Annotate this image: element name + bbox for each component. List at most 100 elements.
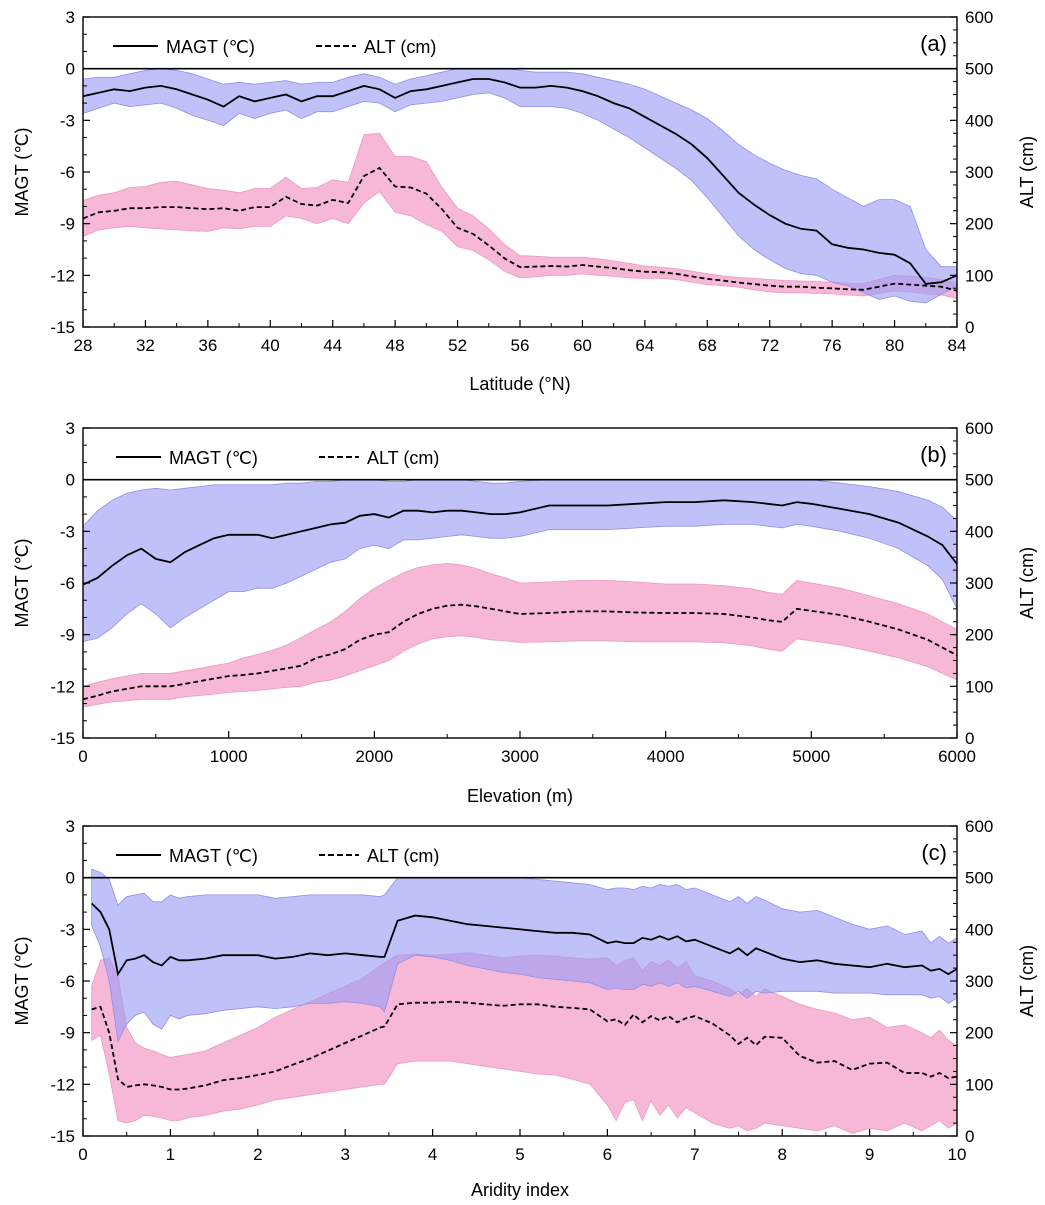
series-band-0 <box>83 479 957 643</box>
y2-tick-label: 500 <box>965 60 993 79</box>
legend-label-alt: ALT (cm) <box>364 37 436 57</box>
y-tick-label: -3 <box>60 920 75 939</box>
x-tick-label: 84 <box>948 336 967 355</box>
x-tick-label: 3000 <box>501 747 539 766</box>
legend-label-magt: MAGT (℃) <box>166 37 255 57</box>
y2-tick-label: 600 <box>965 817 993 836</box>
y2-tick-label: 600 <box>965 8 993 27</box>
x-tick-label: 72 <box>760 336 779 355</box>
chart-panel-0: 28 32 36 40 44 48 52 56 60 64 68 72 76 80 84 -15 -12 -9 -6… <box>12 8 1037 394</box>
x-tick-label: 28 <box>74 336 93 355</box>
y-tick-label: 0 <box>66 471 75 490</box>
legend-label-alt: ALT (cm) <box>367 846 439 866</box>
x-tick-label: 60 <box>573 336 592 355</box>
y2-tick-label: 400 <box>965 111 993 130</box>
y-tick-label: 0 <box>66 60 75 79</box>
y-tick-label: -12 <box>50 677 75 696</box>
plot-frame <box>82 16 958 328</box>
x-tick-label: 36 <box>198 336 217 355</box>
x-tick-label: 40 <box>261 336 280 355</box>
plot-area <box>83 67 957 304</box>
y2-tick-label: 200 <box>965 1024 993 1043</box>
series-line-0 <box>83 78 957 285</box>
series-line-1 <box>83 166 957 292</box>
y-tick-label: -9 <box>60 626 75 645</box>
y2-tick-label: 0 <box>965 318 974 337</box>
x-tick-label: 0 <box>78 1145 87 1164</box>
series-line-1 <box>91 1000 957 1091</box>
y-tick-label: -12 <box>50 266 75 285</box>
x-tick-label: 68 <box>698 336 717 355</box>
x-tick-label: 48 <box>386 336 405 355</box>
y-axis-title: MAGT (℃) <box>12 128 32 217</box>
y2-tick-label: 300 <box>965 574 993 593</box>
x-axis-title: Elevation (m) <box>467 786 573 806</box>
x-tick-label: 5 <box>515 1145 524 1164</box>
chart-panel-1: 0 1000 2000 3000 4000 5000 6000 -15 -12 -9 -6 -3 0 30… <box>12 419 1037 806</box>
x-axis-title: Aridity index <box>471 1180 569 1200</box>
panel-label: (a) <box>920 31 947 56</box>
x-tick-label: 9 <box>865 1145 874 1164</box>
y2-tick-label: 200 <box>965 626 993 645</box>
x-tick-label: 1000 <box>210 747 248 766</box>
x-tick-label: 56 <box>511 336 530 355</box>
x-tick-label: 2 <box>253 1145 262 1164</box>
y-tick-label: -6 <box>60 574 75 593</box>
y2-tick-label: 600 <box>965 419 993 438</box>
x-tick-label: 2000 <box>355 747 393 766</box>
x-tick-label: 10 <box>948 1145 967 1164</box>
plot-area <box>83 478 957 708</box>
y-tick-label: -15 <box>50 1127 75 1146</box>
y-tick-label: -6 <box>60 163 75 182</box>
x-tick-label: 8 <box>777 1145 786 1164</box>
y2-tick-label: 300 <box>965 972 993 991</box>
y-tick-label: -6 <box>60 972 75 991</box>
y-tick-label: 0 <box>66 869 75 888</box>
y2-axis-title: ALT (cm) <box>1017 945 1037 1017</box>
y-tick-label: -9 <box>60 215 75 234</box>
x-tick-label: 76 <box>823 336 842 355</box>
series-band-0 <box>91 868 957 1043</box>
x-tick-label: 5000 <box>792 747 830 766</box>
legend-label-magt: MAGT (℃) <box>169 448 258 468</box>
y-tick-label: -15 <box>50 729 75 748</box>
y-axis-title: MAGT (℃) <box>12 539 32 628</box>
y2-axis-title: ALT (cm) <box>1017 547 1037 619</box>
x-tick-label: 44 <box>323 336 342 355</box>
x-tick-label: 1 <box>166 1145 175 1164</box>
y2-tick-label: 100 <box>965 266 993 285</box>
x-tick-label: 80 <box>885 336 904 355</box>
y2-tick-label: 500 <box>965 869 993 888</box>
x-tick-label: 32 <box>136 336 155 355</box>
x-tick-label: 6 <box>603 1145 612 1164</box>
x-tick-label: 4000 <box>647 747 685 766</box>
y-axis-title: MAGT (℃) <box>12 937 32 1026</box>
x-tick-label: 6000 <box>938 747 976 766</box>
y2-tick-label: 200 <box>965 215 993 234</box>
y2-tick-label: 100 <box>965 1075 993 1094</box>
y-tick-label: -15 <box>50 318 75 337</box>
y-tick-label: -12 <box>50 1075 75 1094</box>
panel-label: (c) <box>921 840 947 865</box>
x-axis-title: Latitude (°N) <box>469 374 570 394</box>
x-tick-label: 3 <box>340 1145 349 1164</box>
legend-label-alt: ALT (cm) <box>367 448 439 468</box>
legend-label-magt: MAGT (℃) <box>169 846 258 866</box>
plot-area <box>83 868 957 1134</box>
y2-tick-label: 0 <box>965 1127 974 1146</box>
y-tick-label: -3 <box>60 111 75 130</box>
x-tick-label: 64 <box>635 336 654 355</box>
y-tick-label: -3 <box>60 522 75 541</box>
y2-tick-label: 500 <box>965 471 993 490</box>
y2-tick-label: 0 <box>965 729 974 748</box>
chart-panel-2: 0 1 2 3 4 5 6 7 8 9 10 -15 -12 -9 -6 -3 0 3 0 100 200 300 400 5… <box>12 817 1037 1200</box>
x-tick-label: 7 <box>690 1145 699 1164</box>
panel-label: (b) <box>920 442 947 467</box>
y2-tick-label: 400 <box>965 920 993 939</box>
y-tick-label: 3 <box>66 419 75 438</box>
y-tick-label: 3 <box>66 8 75 27</box>
y2-tick-label: 400 <box>965 522 993 541</box>
series-line-0 <box>91 902 957 977</box>
y2-tick-label: 100 <box>965 677 993 696</box>
